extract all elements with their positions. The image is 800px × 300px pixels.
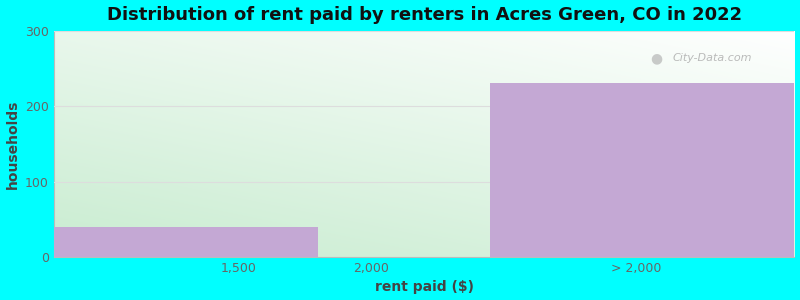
Bar (54, 227, 318, 257)
Text: City-Data.com: City-Data.com (672, 53, 752, 63)
Y-axis label: households: households (6, 99, 19, 188)
X-axis label: rent paid ($): rent paid ($) (374, 280, 474, 294)
Text: ●: ● (650, 51, 662, 65)
Title: Distribution of rent paid by renters in Acres Green, CO in 2022: Distribution of rent paid by renters in … (106, 6, 742, 24)
Bar (490, 83, 794, 257)
